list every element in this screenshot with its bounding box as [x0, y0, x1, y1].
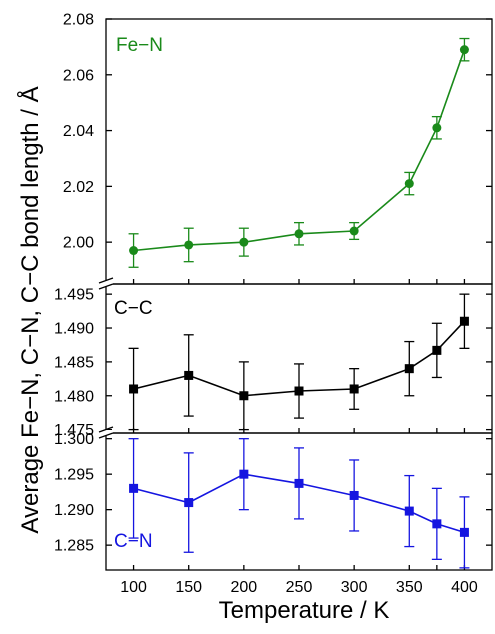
data-point [184, 498, 194, 508]
x-tick-label: 300 [341, 579, 368, 596]
panel-c-n: 1.285 1.290 1.295 1.300 C−N [54, 431, 493, 571]
data-point [459, 45, 469, 55]
data-point [459, 527, 469, 537]
x-tick-label: 250 [286, 579, 313, 596]
data-point [459, 316, 469, 326]
data-point [184, 240, 194, 250]
axis-break-mark [98, 432, 114, 439]
y-tick-label: 2.00 [63, 235, 94, 252]
x-tick-label: 150 [175, 579, 202, 596]
y-tick-label: 1.490 [54, 321, 94, 338]
data-point [294, 386, 304, 396]
data-point [239, 237, 249, 247]
y-tick-label: 2.02 [63, 179, 94, 196]
data-point [404, 506, 414, 516]
data-point [294, 229, 304, 239]
series-label-c-c: C−C [114, 298, 153, 319]
axis-break-gap [99, 430, 113, 436]
x-tick-label: 200 [231, 579, 258, 596]
axis-break-mark [98, 277, 114, 284]
y-tick-label: 2.06 [63, 67, 94, 84]
data-point [184, 370, 194, 380]
data-point [432, 345, 442, 355]
x-tick-label: 100 [120, 579, 147, 596]
x-axis-title: Temperature / K [219, 597, 390, 624]
y-tick-label: 2.08 [63, 12, 94, 29]
y-tick-label: 1.300 [54, 431, 94, 448]
y-tick-label: 1.295 [54, 467, 94, 484]
series-line-c-n [133, 473, 465, 534]
series-label-c-n: C−N [114, 531, 153, 552]
series-line-fe-n [133, 49, 466, 252]
panel-c-c: 1.475 1.480 1.485 1.490 1.495 C−C [54, 283, 493, 439]
y-tick-label: 1.495 [54, 287, 94, 304]
data-point [349, 384, 359, 394]
y-tick-label: 2.04 [63, 123, 94, 140]
y-tick-label: 1.480 [54, 388, 94, 405]
panel-fe-n: 2.00 2.02 2.04 2.06 2.08 Fe−N [63, 12, 493, 285]
axis-break-mark [98, 283, 114, 290]
series-label-fe-n: Fe−N [116, 35, 163, 56]
x-tick-label: 400 [451, 579, 478, 596]
data-point [129, 246, 139, 256]
y-tick-label: 1.290 [54, 502, 94, 519]
data-point [349, 226, 359, 236]
data-point [432, 123, 442, 133]
data-point [129, 483, 139, 493]
x-tick-label: 350 [396, 579, 423, 596]
y-tick-label: 1.485 [54, 354, 94, 371]
data-point [432, 519, 442, 529]
axis-break-gap [99, 281, 113, 287]
data-point [294, 478, 304, 488]
data-point [129, 384, 139, 394]
data-point [404, 364, 414, 374]
y-axis-title: Average Fe−N, C−N, C−C bond length / Å [16, 86, 44, 533]
y-tick-label: 1.285 [54, 538, 94, 555]
data-point [239, 391, 249, 401]
series-line-c-c [133, 320, 465, 397]
axis-break-mark [98, 426, 114, 433]
y-tick-label: 1.475 [54, 422, 94, 439]
data-point [239, 469, 249, 479]
data-point [404, 179, 414, 189]
data-point [349, 490, 359, 500]
